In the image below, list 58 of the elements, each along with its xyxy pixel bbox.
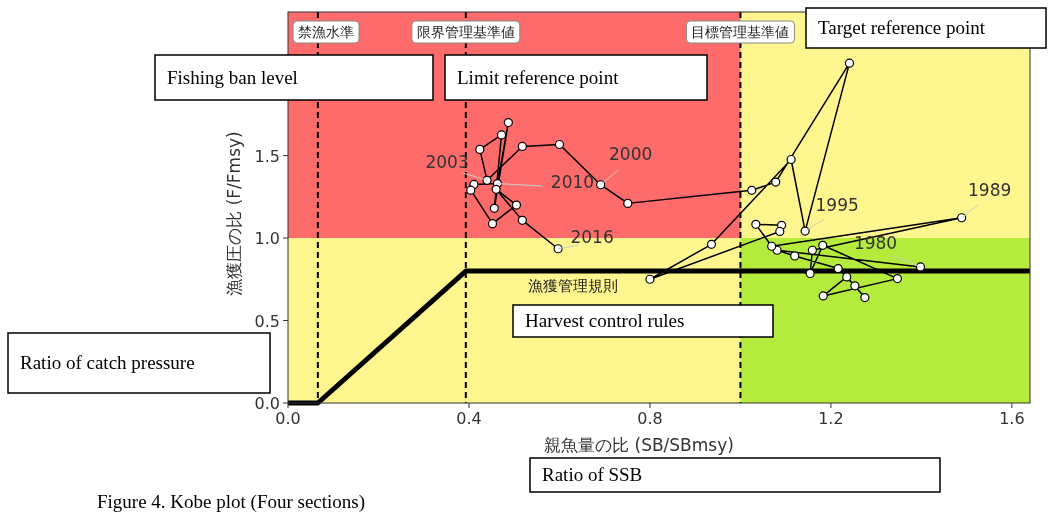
y-tick-label: 1.5	[254, 146, 280, 166]
point	[860, 292, 870, 303]
annotation: Limit reference point	[457, 66, 620, 88]
y-tick-label: 1.0	[254, 229, 280, 249]
x-tick-label: 0.4	[456, 409, 482, 428]
point	[706, 239, 717, 249]
point	[807, 245, 817, 255]
point	[496, 130, 507, 140]
point	[645, 274, 655, 284]
annotation: 2003	[425, 152, 469, 173]
annotation: 1980	[853, 232, 898, 253]
annotation: Target reference point	[818, 17, 986, 38]
point	[553, 244, 563, 254]
x-tick-label: 1.6	[999, 409, 1025, 428]
point	[623, 198, 633, 208]
point	[491, 184, 501, 194]
point	[554, 139, 565, 150]
series-label: 漁獲管理規則	[527, 277, 618, 296]
text: Ratio of SSB	[542, 464, 643, 485]
ref-line-label: 目標管理基準値	[691, 24, 790, 40]
caption: Figure 4. Kobe plot (Four sections)	[97, 491, 366, 513]
point	[767, 241, 777, 251]
annotation: Fishing ban level	[167, 66, 298, 88]
point	[892, 274, 903, 284]
point	[790, 251, 800, 261]
point	[844, 58, 855, 68]
annotation: 1995	[815, 195, 859, 216]
point	[747, 185, 757, 195]
point	[751, 219, 761, 229]
x-axis-title: 親魚量の比 (SB/SBmsy)	[544, 435, 734, 455]
point	[487, 219, 498, 229]
point	[511, 200, 522, 210]
x-tick-label: 0.8	[637, 409, 663, 428]
point	[771, 177, 781, 187]
point	[818, 240, 828, 250]
point	[833, 263, 843, 274]
point	[466, 185, 476, 195]
text: Ratio of catch pressure	[20, 352, 195, 373]
point	[517, 215, 527, 225]
y-tick-label: 0.5	[254, 311, 280, 331]
annotation: 1989	[968, 179, 1012, 200]
annotation: 2010	[550, 171, 595, 192]
ref-line-label: 禁漁水準	[298, 24, 354, 40]
annotation: 2000	[609, 143, 653, 164]
annotation: Harvest control rules	[525, 310, 685, 331]
point	[818, 291, 828, 301]
ref-line-label: 限界管理基準値	[416, 24, 515, 40]
point	[805, 268, 815, 279]
point	[786, 154, 796, 165]
point	[517, 141, 527, 152]
y-axis-title: 漁獲圧の比 (F/Fmsy)	[224, 131, 244, 296]
point	[475, 144, 485, 155]
point	[850, 281, 860, 291]
point	[842, 272, 852, 282]
point	[503, 117, 513, 128]
x-tick-label: 1.2	[818, 409, 844, 428]
point	[775, 226, 785, 237]
point	[489, 203, 499, 213]
